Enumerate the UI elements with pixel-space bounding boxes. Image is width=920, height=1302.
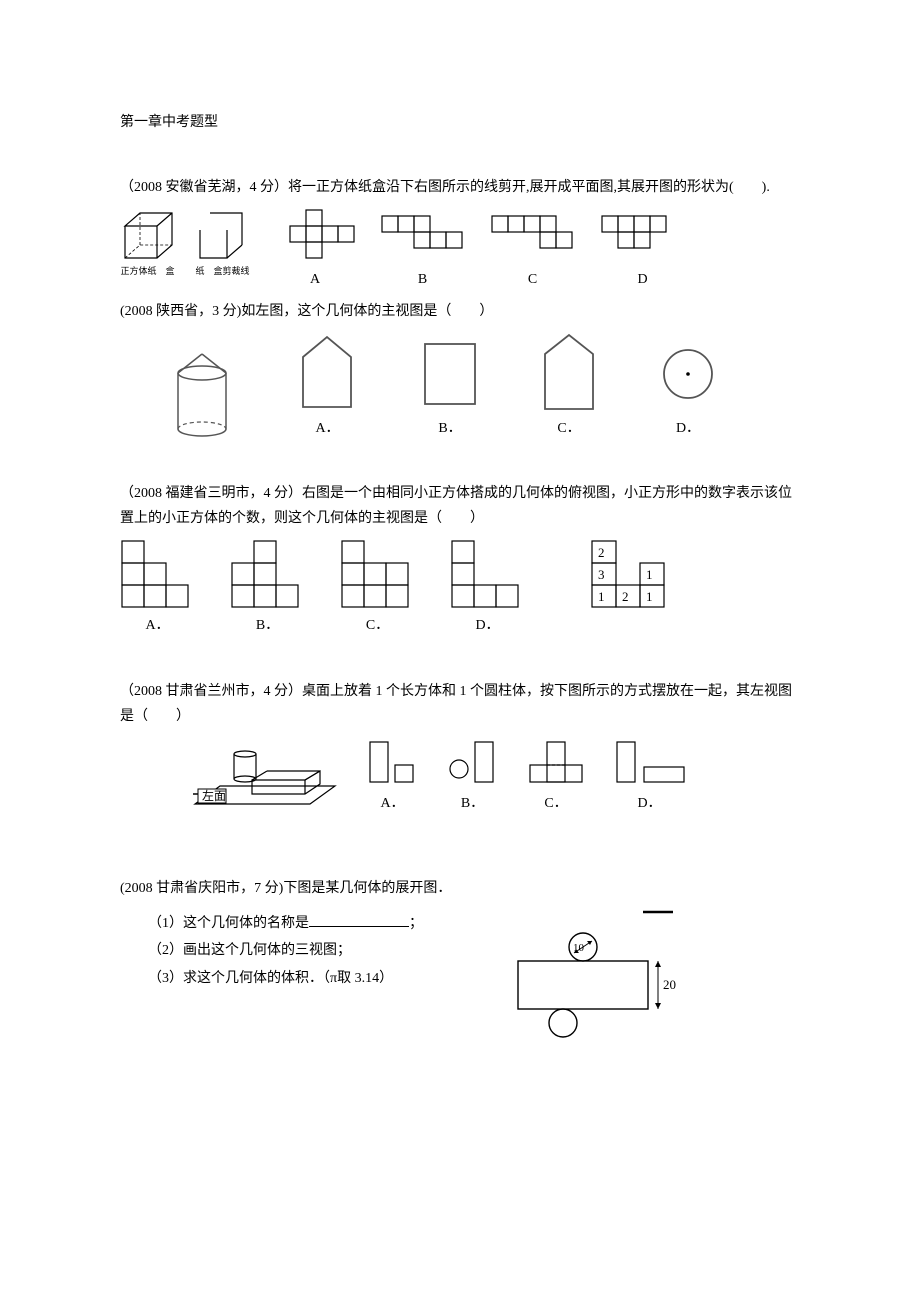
q5-sub2: （2）画出这个几何体的三视图； <box>120 938 423 963</box>
svg-text:左面: 左面 <box>202 788 226 803</box>
shape-a-icon <box>120 539 195 609</box>
svg-text:3: 3 <box>598 567 605 582</box>
net-a-icon <box>275 208 355 263</box>
q3-opt-c: C． <box>340 539 415 638</box>
tall-pentagon-icon <box>540 332 598 412</box>
q3-figures: A． B． C． D． <box>120 539 800 638</box>
q3-a-label: A． <box>145 613 169 638</box>
q2-opt-a: A． <box>295 332 360 441</box>
question-5: (2008 甘肃省庆阳市，7 分)下图是某几何体的展开图． （1）这个几何体的名… <box>120 876 800 1049</box>
q4-b-label: B． <box>461 791 484 816</box>
q4-figures: 左面 A． B． C． D． <box>120 737 800 816</box>
q2-d-label: D． <box>676 416 700 441</box>
question-1: （2008 安徽省芜湖，4 分）将一正方体纸盒沿下右图所示的线剪开,展开成平面图… <box>120 175 800 441</box>
q4-c-label: C． <box>544 791 567 816</box>
cube-icon <box>120 208 175 263</box>
q1-d-label: D <box>637 267 647 292</box>
q1-c-label: C <box>528 267 537 292</box>
net-b-icon <box>380 208 465 263</box>
pentagon-house-icon <box>295 332 360 412</box>
q1-b-label: B <box>418 267 427 292</box>
svg-text:20: 20 <box>663 977 676 992</box>
q4-d-label: D． <box>637 791 661 816</box>
q3-d-label: D． <box>475 613 499 638</box>
svg-text:1: 1 <box>646 589 653 604</box>
q1-cutline: 纸 盒剪裁线 <box>195 208 250 277</box>
q3-opt-a: A． <box>120 539 195 638</box>
cube-label: 正方体纸 盒 <box>120 267 174 277</box>
svg-text:1: 1 <box>646 567 653 582</box>
shape-c-icon <box>340 539 415 609</box>
q4-scene: 左面 <box>190 746 340 816</box>
circle-dot-icon <box>658 332 718 412</box>
net-c-icon <box>490 208 575 263</box>
q1-opt-c: C <box>490 208 575 292</box>
view-a-icon <box>365 737 420 787</box>
q3-opt-b: B． <box>230 539 305 638</box>
shape-b-icon <box>230 539 305 609</box>
scene-icon: 左面 <box>190 746 340 816</box>
q3-topview: 2 3 1 1 2 1 <box>590 539 668 611</box>
q4-a-label: A． <box>380 791 404 816</box>
q4-opt-d: D． <box>612 737 687 816</box>
q2-b-label: B． <box>438 416 461 441</box>
view-d-icon <box>612 737 687 787</box>
q4-opt-a: A． <box>365 737 420 816</box>
cutline-label: 纸 盒剪裁线 <box>195 267 249 277</box>
q5-subs: （1）这个几何体的名称是 ； （2）画出这个几何体的三视图； （3）求这个几何体的… <box>120 909 423 993</box>
q3-c-label: C． <box>366 613 389 638</box>
q5-sub1-suffix: ； <box>409 916 423 931</box>
view-b-icon <box>445 737 500 787</box>
q2-figures: A． B． C． D． <box>120 332 800 441</box>
q1-text: （2008 安徽省芜湖，4 分）将一正方体纸盒沿下右图所示的线剪开,展开成平面图… <box>120 175 800 200</box>
net-d-icon <box>600 208 685 263</box>
view-c-icon <box>525 737 587 787</box>
q3-text: （2008 福建省三明市，4 分）右图是一个由相同小正方体搭成的几何体的俯视图，… <box>120 481 800 531</box>
q2-opt-d: D． <box>658 332 718 441</box>
page-title: 第一章中考题型 <box>120 110 800 135</box>
q3-opt-d: D． <box>450 539 525 638</box>
square-icon <box>420 332 480 412</box>
q5-sub3: （3）求这个几何体的体积．（π取 3.14） <box>120 966 423 991</box>
q4-opt-b: B． <box>445 737 500 816</box>
svg-text:2: 2 <box>622 589 629 604</box>
topview-grid-icon: 2 3 1 1 2 1 <box>590 539 668 611</box>
q5-sub1-prefix: （1）这个几何体的名称是 <box>148 916 309 931</box>
svg-text:2: 2 <box>598 545 605 560</box>
blank-fill[interactable] <box>309 912 409 927</box>
shape-d-icon <box>450 539 525 609</box>
q5-text: (2008 甘肃省庆阳市，7 分)下图是某几何体的展开图． <box>120 876 800 901</box>
cylinder-net-icon: 10 20 <box>503 909 683 1049</box>
q2-text: (2008 陕西省，3 分)如左图，这个几何体的主视图是（ ） <box>120 299 800 324</box>
q2-c-label: C． <box>557 416 580 441</box>
q1-opt-d: D <box>600 208 685 292</box>
q1-opt-a: A <box>275 208 355 292</box>
q4-text: （2008 甘肃省兰州市，4 分）桌面上放着 1 个长方体和 1 个圆柱体，按下… <box>120 679 800 729</box>
q1-figures: 正方体纸 盒 纸 盒剪裁线 A <box>120 208 800 292</box>
q1-opt-b: B <box>380 208 465 292</box>
question-3: （2008 福建省三明市，4 分）右图是一个由相同小正方体搭成的几何体的俯视图，… <box>120 481 800 639</box>
cut-line-icon <box>195 208 250 263</box>
q5-sub1: （1）这个几何体的名称是 ； <box>120 911 423 936</box>
q2-opt-b: B． <box>420 332 480 441</box>
q2-opt-c: C． <box>540 332 598 441</box>
q1-cube: 正方体纸 盒 <box>120 208 175 277</box>
q2-a-label: A． <box>315 416 339 441</box>
q5-figure: 10 20 <box>503 909 683 1049</box>
q4-opt-c: C． <box>525 737 587 816</box>
q3-b-label: B． <box>256 613 279 638</box>
svg-text:1: 1 <box>598 589 605 604</box>
question-4: （2008 甘肃省兰州市，4 分）桌面上放着 1 个长方体和 1 个圆柱体，按下… <box>120 679 800 817</box>
cone-cylinder-icon <box>170 351 235 441</box>
q2-solid <box>170 351 235 441</box>
q1-a-label: A <box>310 267 320 292</box>
